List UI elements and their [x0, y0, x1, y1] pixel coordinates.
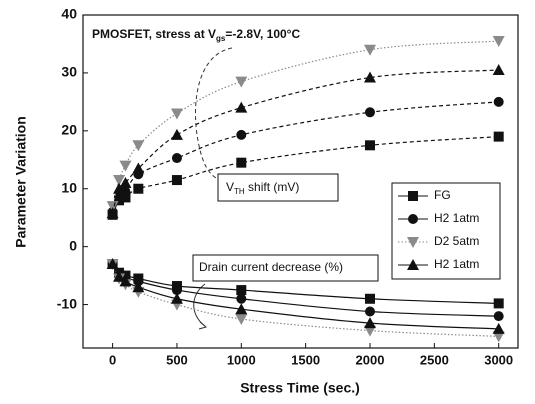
- data-point: [170, 292, 183, 304]
- y-tick-label: 0: [69, 237, 77, 253]
- annotation-box: [217, 173, 339, 202]
- data-point: [171, 285, 182, 296]
- data-point: [235, 303, 248, 315]
- callout-curve: [195, 47, 233, 183]
- legend-label: FG: [434, 188, 451, 202]
- legend-label: D2 5atm: [434, 234, 479, 248]
- y-tick-label: 20: [61, 122, 77, 138]
- data-point: [106, 201, 119, 213]
- data-point: [170, 108, 183, 120]
- y-tick-label: 30: [61, 64, 77, 80]
- data-point: [119, 275, 132, 287]
- x-axis-label: Stress Time (sec.): [240, 380, 360, 396]
- plot-frame: [82, 14, 519, 349]
- legend-marker: [407, 259, 419, 270]
- x-tick-label: 2500: [420, 352, 449, 367]
- annotation-box: [192, 254, 379, 282]
- data-point: [132, 140, 145, 152]
- data-point: [364, 107, 375, 118]
- callout-arrow: [193, 283, 206, 327]
- data-point: [170, 128, 183, 140]
- data-point: [132, 162, 145, 174]
- data-point: [363, 71, 376, 83]
- data-point: [363, 44, 376, 56]
- data-point: [119, 160, 132, 172]
- data-point: [113, 270, 126, 282]
- y-tick-label: -10: [57, 295, 77, 311]
- data-point: [493, 311, 504, 322]
- data-point: [363, 325, 376, 337]
- data-point: [235, 76, 248, 88]
- data-point: [236, 285, 247, 296]
- data-point: [235, 314, 248, 326]
- data-point: [106, 258, 119, 270]
- data-point: [364, 306, 375, 317]
- x-tick-label: 500: [166, 352, 188, 367]
- data-point: [171, 153, 182, 164]
- legend-marker: [408, 191, 418, 201]
- data-point: [492, 36, 505, 48]
- callout-arrowhead: [198, 321, 208, 330]
- data-point: [132, 281, 145, 293]
- legend-label: H2 1atm: [434, 211, 479, 225]
- data-point: [106, 207, 119, 219]
- data-point: [364, 140, 375, 151]
- data-point: [493, 96, 504, 107]
- x-tick-label: 1500: [291, 352, 320, 367]
- x-tick-label: 1000: [227, 352, 256, 367]
- annotation: Drain current decrease (%): [199, 260, 343, 274]
- data-point: [364, 293, 375, 304]
- data-point: [493, 131, 504, 142]
- data-point: [492, 331, 505, 343]
- data-point: [120, 186, 131, 197]
- data-point: [113, 175, 126, 187]
- data-point: [114, 192, 125, 203]
- x-tick-label: 2000: [356, 352, 385, 367]
- y-tick-label: 10: [61, 179, 77, 195]
- legend-marker: [408, 214, 418, 224]
- data-point: [119, 176, 132, 188]
- legend-marker: [407, 237, 419, 248]
- legend-label: H2 1atm: [434, 257, 479, 271]
- data-point: [133, 183, 144, 194]
- data-point: [120, 192, 131, 203]
- data-point: [171, 175, 182, 186]
- data-point: [492, 322, 505, 334]
- data-point: [236, 157, 247, 168]
- data-point: [236, 293, 247, 304]
- annotation: VTH shift (mV): [226, 180, 299, 196]
- data-point: [113, 182, 126, 194]
- data-point: [235, 101, 248, 113]
- y-tick-label: 40: [61, 6, 77, 22]
- x-tick-label: 3000: [484, 352, 513, 367]
- y-axis-label: Parameter Variation: [13, 116, 29, 248]
- data-point: [493, 298, 504, 309]
- x-tick-label: 0: [109, 352, 116, 367]
- data-point: [492, 64, 505, 76]
- data-point: [236, 129, 247, 140]
- chart-title: PMOSFET, stress at Vgs=-2.8V, 100°C: [92, 27, 300, 43]
- data-point: [363, 317, 376, 329]
